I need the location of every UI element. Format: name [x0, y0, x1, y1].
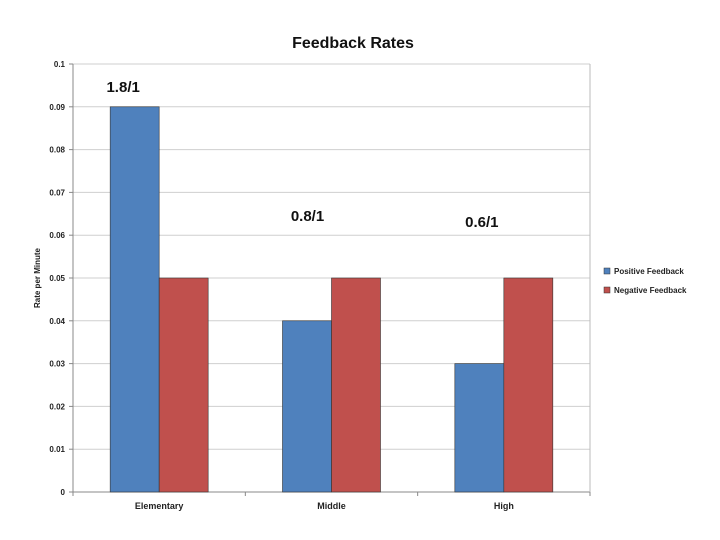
x-category-label: High	[494, 501, 514, 511]
y-tick-label: 0.02	[49, 402, 65, 411]
y-tick-label: 0.01	[49, 445, 65, 454]
y-tick-label: 0.07	[49, 188, 65, 197]
legend-swatch	[603, 267, 611, 275]
y-tick-label: 0.05	[49, 274, 65, 283]
ratio-annotations: 1.8/1 0.8/1 0.6/1	[106, 79, 498, 231]
y-axis-title: Rate per Minute	[33, 247, 42, 308]
x-category-label: Middle	[317, 501, 346, 511]
y-tick-label: 0.08	[49, 146, 65, 155]
y-tick-label: 0	[61, 488, 66, 497]
bar-positive-feedback-high	[454, 363, 505, 493]
legend-label: Negative Feedback	[614, 286, 687, 295]
y-tick-label: 0.04	[49, 317, 65, 326]
y-tick-label: 0.03	[49, 360, 65, 369]
bars	[109, 106, 554, 493]
bar-positive-feedback-middle	[282, 320, 332, 493]
y-tick-label: 0.09	[49, 103, 65, 112]
bar-negative-feedback-high	[503, 277, 554, 493]
legend: Positive Feedback Negative Feedback	[603, 267, 687, 295]
legend-swatch	[603, 286, 611, 294]
bar-negative-feedback-elementary	[158, 277, 209, 493]
y-axis-ticks: 0 0.01 0.02 0.03 0.04 0.05 0.06 0.07 0.08 0.09 0.1	[49, 60, 73, 497]
x-axis-labels: Elementary Middle High	[135, 501, 514, 511]
y-tick-label: 0.06	[49, 231, 65, 240]
ratio-annotation: 1.8/1	[106, 79, 139, 96]
ratio-annotation: 0.8/1	[291, 208, 324, 225]
bar-positive-feedback-elementary	[109, 106, 160, 493]
bar-negative-feedback-middle	[331, 277, 381, 493]
ratio-annotation: 0.6/1	[465, 214, 498, 231]
chart-title: Feedback Rates	[292, 35, 414, 52]
legend-label: Positive Feedback	[614, 267, 684, 276]
x-category-label: Elementary	[135, 501, 184, 511]
y-tick-label: 0.1	[54, 60, 66, 69]
